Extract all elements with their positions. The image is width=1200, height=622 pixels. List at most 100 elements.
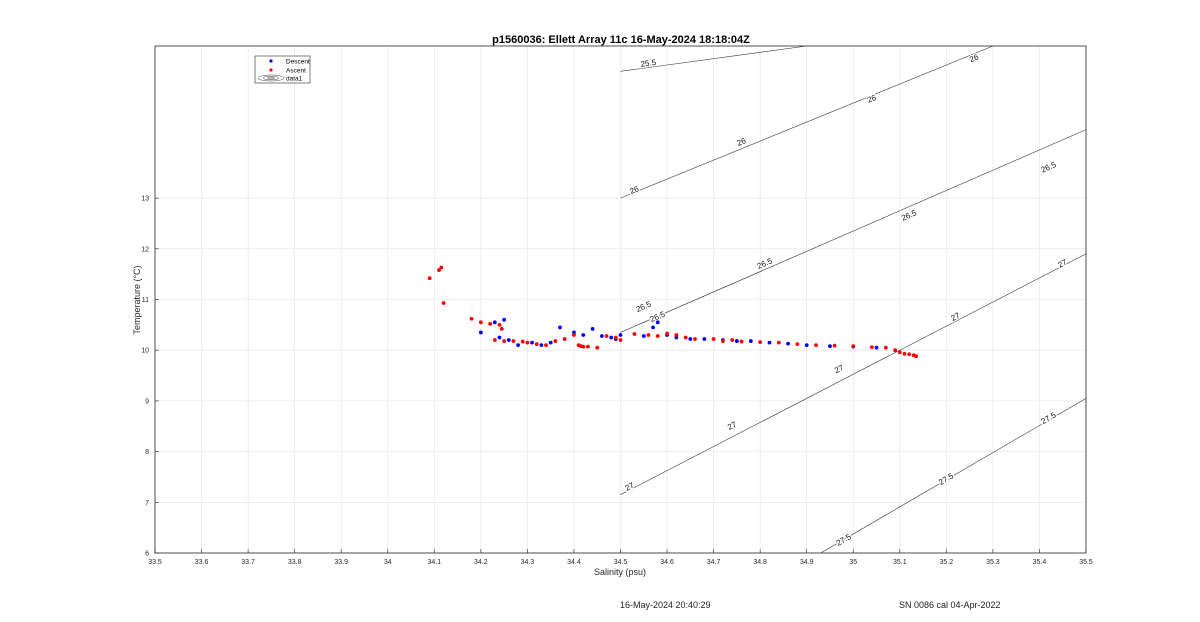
y-tick-label: 8: [145, 449, 149, 456]
x-tick-label: 34.9: [800, 559, 814, 566]
ascent-point: [502, 339, 507, 343]
contour-label: 26: [866, 93, 878, 105]
descent-point: [767, 340, 772, 345]
descent-point: [478, 330, 483, 335]
contour-label: 27: [949, 311, 962, 323]
ascent-point: [581, 344, 586, 349]
x-axis-label: Salinity (psu): [594, 567, 646, 577]
ascent-point: [683, 335, 688, 340]
contour-label: 27.5: [835, 532, 853, 548]
y-tick-label: 7: [145, 500, 149, 507]
ascent-point: [511, 339, 516, 343]
ascent-point: [499, 327, 504, 331]
ascent-point: [562, 337, 567, 341]
ascent-point: [893, 348, 898, 353]
ascent-point: [534, 342, 539, 347]
descent-point: [502, 317, 507, 322]
legend-box: [254, 55, 311, 84]
contour-line: [620, 253, 1087, 495]
x-tick-label: 33.8: [288, 559, 302, 566]
x-tick-label: 34.2: [474, 559, 488, 566]
ascent-point: [437, 268, 441, 272]
contour-line: [820, 398, 1087, 554]
contour-label: 26: [736, 136, 748, 148]
ascent-point: [665, 331, 669, 336]
contour-label: 26.5: [756, 256, 774, 271]
descent-point: [516, 343, 520, 348]
ascent-point: [618, 338, 623, 342]
descent-point: [506, 338, 511, 342]
footer-serial: SN 0086 cal 04-Apr-2022: [899, 600, 1001, 610]
ascent-point: [795, 342, 800, 347]
x-tick-label: 33.7: [241, 559, 255, 566]
ascent-point: [883, 345, 888, 350]
contour-label: 25.5: [640, 58, 657, 69]
contour-label: 27.5: [1040, 410, 1058, 426]
ascent-point: [693, 337, 697, 341]
y-tick-label: 11: [142, 297, 149, 304]
chart-title: p1560036: Ellett Array 11c 16-May-2024 1…: [492, 34, 750, 46]
ascent-point: [832, 343, 837, 348]
ascent-point: [595, 345, 600, 350]
ascent-point: [488, 321, 493, 326]
x-tick-label: 35.5: [1079, 559, 1093, 566]
ascent-point: [869, 345, 874, 350]
descent-point: [734, 339, 739, 343]
x-tick-label: 34.6: [660, 559, 674, 566]
descent-point: [539, 343, 544, 348]
ascent-point: [646, 333, 651, 337]
legend-descent-label: Descent: [286, 59, 310, 66]
ascent-point: [441, 301, 446, 305]
contour-label: 27: [833, 363, 846, 375]
x-tick-label: 34.8: [753, 559, 767, 566]
ascent-point: [721, 339, 725, 343]
ascent-point: [851, 344, 856, 349]
descent-point: [599, 334, 604, 338]
contour-label: 26.5: [900, 208, 918, 223]
contour-line: [620, 45, 807, 72]
descent-point: [558, 325, 562, 330]
contour-line: [620, 45, 994, 199]
ascent-point: [674, 333, 679, 337]
ascent-point: [478, 320, 483, 325]
x-tick-label: 35: [849, 559, 857, 566]
legend: Descent Ascent data1: [254, 55, 311, 84]
ascent-point: [655, 334, 660, 338]
ascent-point: [520, 339, 525, 344]
descent-point: [609, 335, 614, 340]
x-tick-label: 33.6: [195, 559, 209, 566]
ascent-point: [553, 339, 558, 343]
legend-descent-marker: [269, 59, 273, 63]
ascent-point: [544, 343, 548, 348]
descent-point: [702, 337, 707, 341]
data-points: [427, 265, 918, 359]
ascent-point: [776, 340, 781, 345]
ascent-point: [572, 333, 576, 337]
x-tick-label: 34.7: [707, 559, 721, 566]
ascent-point: [902, 351, 907, 356]
legend-contour-icon: [257, 74, 285, 82]
descent-point: [492, 320, 497, 325]
x-tick-label: 35.2: [940, 559, 954, 566]
ascent-point: [613, 335, 618, 340]
y-tick-label: 6: [145, 551, 149, 558]
ascent-point: [897, 350, 902, 355]
descent-point: [497, 335, 502, 340]
ascent-point: [711, 337, 716, 341]
x-tick-label: 34.3: [521, 559, 535, 566]
descent-point: [748, 339, 753, 343]
contour-line: [620, 129, 1087, 333]
ascent-point: [632, 332, 637, 336]
descent-point: [641, 334, 646, 338]
y-tick-label: 12: [141, 246, 149, 253]
x-tick-label: 35.4: [1033, 559, 1047, 566]
descent-point: [786, 341, 790, 346]
descent-point: [874, 345, 879, 350]
contour-label: 26.5: [635, 299, 653, 314]
descent-point: [581, 333, 586, 337]
ascent-point: [914, 354, 918, 359]
descent-point: [804, 343, 809, 348]
ascent-point: [907, 352, 912, 357]
x-tick-label: 34: [384, 559, 392, 566]
